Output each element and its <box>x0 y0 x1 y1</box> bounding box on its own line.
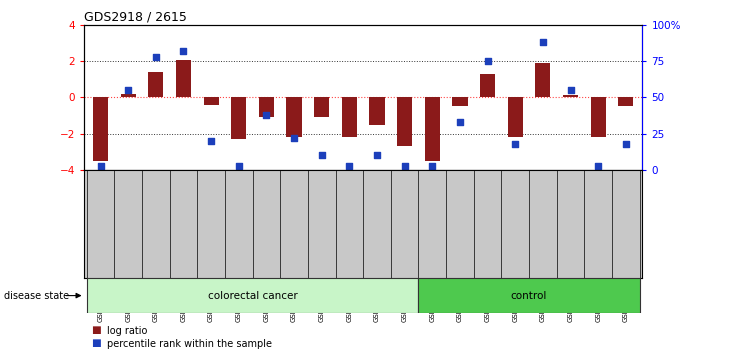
Point <box>482 58 493 64</box>
Bar <box>148 72 164 97</box>
Point <box>620 141 631 147</box>
Bar <box>204 97 219 105</box>
Point <box>454 119 466 125</box>
Bar <box>535 63 550 97</box>
Bar <box>286 97 301 137</box>
Point <box>399 163 410 169</box>
Bar <box>618 97 634 107</box>
Text: colorectal cancer: colorectal cancer <box>208 291 297 301</box>
Bar <box>93 97 108 161</box>
Bar <box>591 97 606 137</box>
Bar <box>418 278 639 313</box>
Text: percentile rank within the sample: percentile rank within the sample <box>107 339 272 349</box>
Point <box>205 138 217 144</box>
Bar <box>176 60 191 97</box>
Point <box>95 163 107 169</box>
Point <box>565 87 577 93</box>
Point <box>261 112 272 118</box>
Text: control: control <box>511 291 548 301</box>
Text: disease state: disease state <box>4 291 69 301</box>
Text: GDS2918 / 2615: GDS2918 / 2615 <box>84 11 187 24</box>
Bar <box>342 97 357 137</box>
Bar <box>87 278 418 313</box>
Point <box>592 163 604 169</box>
Text: log ratio: log ratio <box>107 326 147 336</box>
Point <box>123 87 134 93</box>
Bar <box>480 74 495 97</box>
Text: ■: ■ <box>91 325 101 335</box>
Bar <box>453 97 467 107</box>
Bar <box>120 94 136 97</box>
Text: ■: ■ <box>91 338 101 348</box>
Point <box>426 163 438 169</box>
Bar <box>369 97 385 125</box>
Point <box>150 54 161 59</box>
Bar <box>425 97 440 161</box>
Bar <box>259 97 274 117</box>
Point <box>177 48 189 54</box>
Bar <box>397 97 412 146</box>
Point <box>537 39 549 45</box>
Point <box>344 163 356 169</box>
Bar <box>563 95 578 97</box>
Point <box>510 141 521 147</box>
Point <box>288 135 300 141</box>
Bar <box>507 97 523 137</box>
Bar <box>314 97 329 117</box>
Point <box>233 163 245 169</box>
Point <box>371 153 383 158</box>
Bar <box>231 97 246 139</box>
Point <box>316 153 328 158</box>
